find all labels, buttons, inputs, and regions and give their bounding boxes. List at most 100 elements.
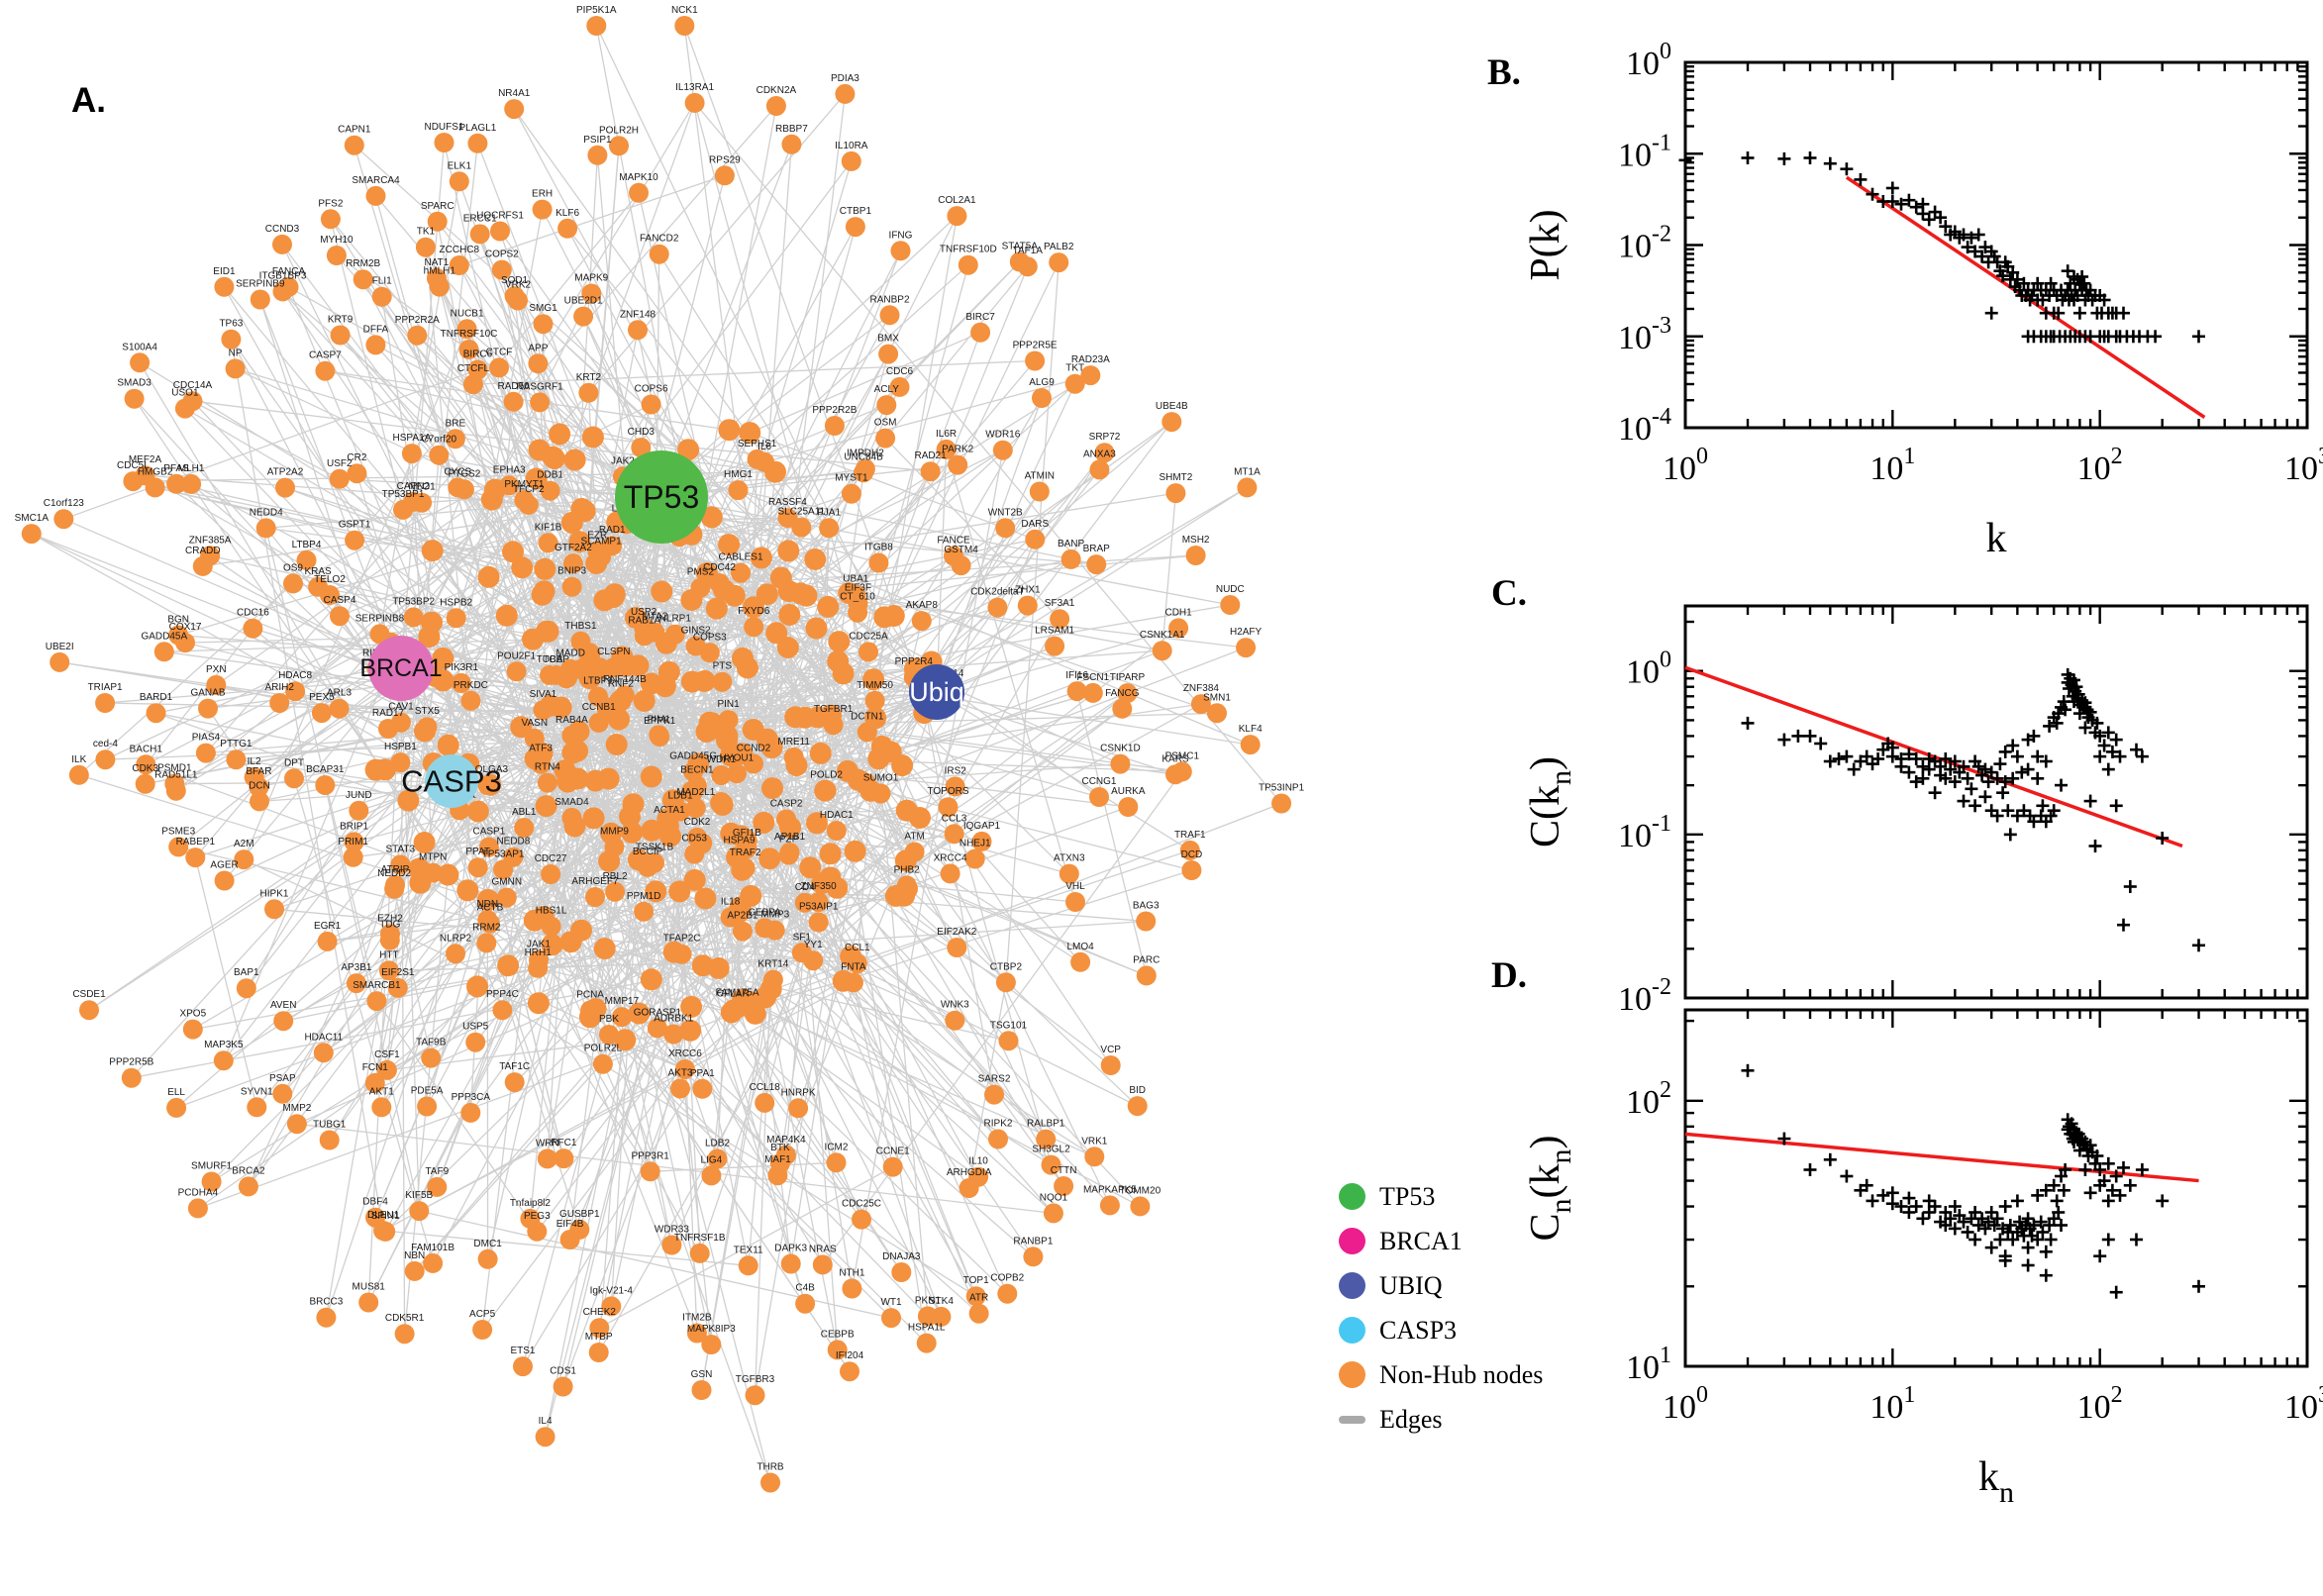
gene-node [795,1293,816,1314]
gene-node [1099,1195,1120,1216]
gene-label: PBK [599,1014,619,1025]
gene-node [674,1059,695,1079]
gene-node [528,957,549,978]
gene-node [870,783,891,804]
gene-node [330,606,350,627]
gene-label: COPS6 [635,384,668,395]
gene-label: BCAP31 [306,764,345,775]
gene-label: TK1 [417,227,436,238]
plot-panel-c: 10-2 10-1 100 C(kn) [1523,604,2309,1018]
axis-ticks [1683,1010,2309,1368]
gene-node [557,218,578,239]
gene-label: PKN1 [915,1295,942,1306]
gene-label: AP3B1 [341,962,372,973]
gene-label: PPA1 [690,1068,715,1079]
gene-label: GUSBP1 [559,1209,600,1220]
gene-node [588,1343,609,1362]
gene-node [816,780,837,801]
gene-label: RASGRF1 [516,381,563,392]
gene-label: PSIP1 [583,135,612,146]
gene-node [602,536,623,556]
gene-node [1168,618,1189,639]
gene-label: FAM175A [716,988,759,999]
gene-node [394,1324,415,1345]
gene-label: GORASP1 [634,1007,682,1018]
gene-node [214,870,235,891]
gene-label: PCDHA4 [178,1187,219,1198]
gene-node [429,445,450,465]
gene-label: PPP3R1 [632,1150,670,1161]
gene-label: TIMM50 [857,680,893,691]
gene-label: THBS1 [564,621,597,632]
gene-node [1271,793,1292,814]
gene-label: GANAB [190,688,225,699]
gene-node [365,1207,385,1228]
gene-label: UBE2I [46,642,74,652]
gene-node [776,809,797,830]
gene-label: WDR1 [707,754,737,765]
gene-label: EPHA3 [493,464,526,475]
gene-label: TAF9B [416,1038,447,1048]
gene-label: RALBP1 [1027,1119,1065,1130]
gene-label: POU2F1 [497,650,536,661]
gene-node [634,617,655,638]
gene-node [528,353,549,374]
gene-label: DMC1 [473,1239,502,1249]
plot-panel-b: 100 101 102 103 10-4 10-3 10-2 10-1 100 P(k) k [1523,39,2323,561]
gene-label: MTBP [585,1332,613,1343]
gene-node [198,698,218,719]
gene-node [1086,554,1107,575]
gene-node [1190,694,1211,715]
gene-node [1165,483,1186,504]
gene-node [588,712,609,733]
gene-label: HDAC11 [304,1032,343,1043]
gene-label: PTS [713,661,733,672]
gene-label: SMAD4 [555,797,589,808]
gene-label: CAPN2 [397,481,431,492]
gene-node [718,710,739,731]
gene-node [404,1260,425,1281]
gene-node [780,1253,801,1274]
gene-label: P53AIP1 [799,902,839,913]
gene-label: MAF1 [764,1154,791,1165]
gene-node [504,1072,525,1093]
gene-label: TELO2 [314,574,346,585]
gene-node [1082,682,1103,703]
gene-label: LRSAM1 [1035,626,1074,637]
gene-label: BCCIP [633,847,663,857]
axis-title: P(k) [1523,209,1568,280]
gene-node [760,1472,780,1493]
gene-node [427,211,448,232]
gene-node [387,977,408,998]
gene-label: NEDD8 [496,837,530,848]
gene-node [1023,1247,1044,1267]
gene-label: IL10RA [835,141,868,151]
gene-node [465,1032,486,1052]
gene-label: CCNB1 [582,702,616,713]
gene-node [1017,595,1038,616]
gene-label: HSPB1 [384,742,417,752]
gene-node [1066,681,1087,702]
gene-label: EPPK1 [644,716,676,727]
gene-label: GSPT1 [339,520,371,531]
gene-label: FANCD2 [640,234,679,245]
gene-node [524,728,545,748]
legend-item-label: Non-Hub nodes [1379,1359,1544,1389]
gene-label: KIF5B [405,1190,433,1201]
gene-label: CABLES1 [718,552,762,563]
gene-node [371,1097,392,1118]
gene-label: UBE4B [1156,401,1188,412]
gene-label: CDH1 [1164,607,1192,618]
gene-label: CDC5L [117,460,150,471]
gene-label: CDC42 [703,562,736,573]
gene-label: MT1A [1234,466,1261,477]
gene-label: PPP4C [486,989,519,1000]
gene-node [1181,860,1202,880]
gene-node [971,831,992,851]
gene-label: CASP7 [309,350,342,361]
node-swatch-icon [1339,1317,1365,1344]
gene-label: ARIH2 [264,682,294,693]
gene-label: BANP [1058,539,1085,549]
gene-node [988,1129,1008,1149]
gene-node [670,1078,690,1099]
